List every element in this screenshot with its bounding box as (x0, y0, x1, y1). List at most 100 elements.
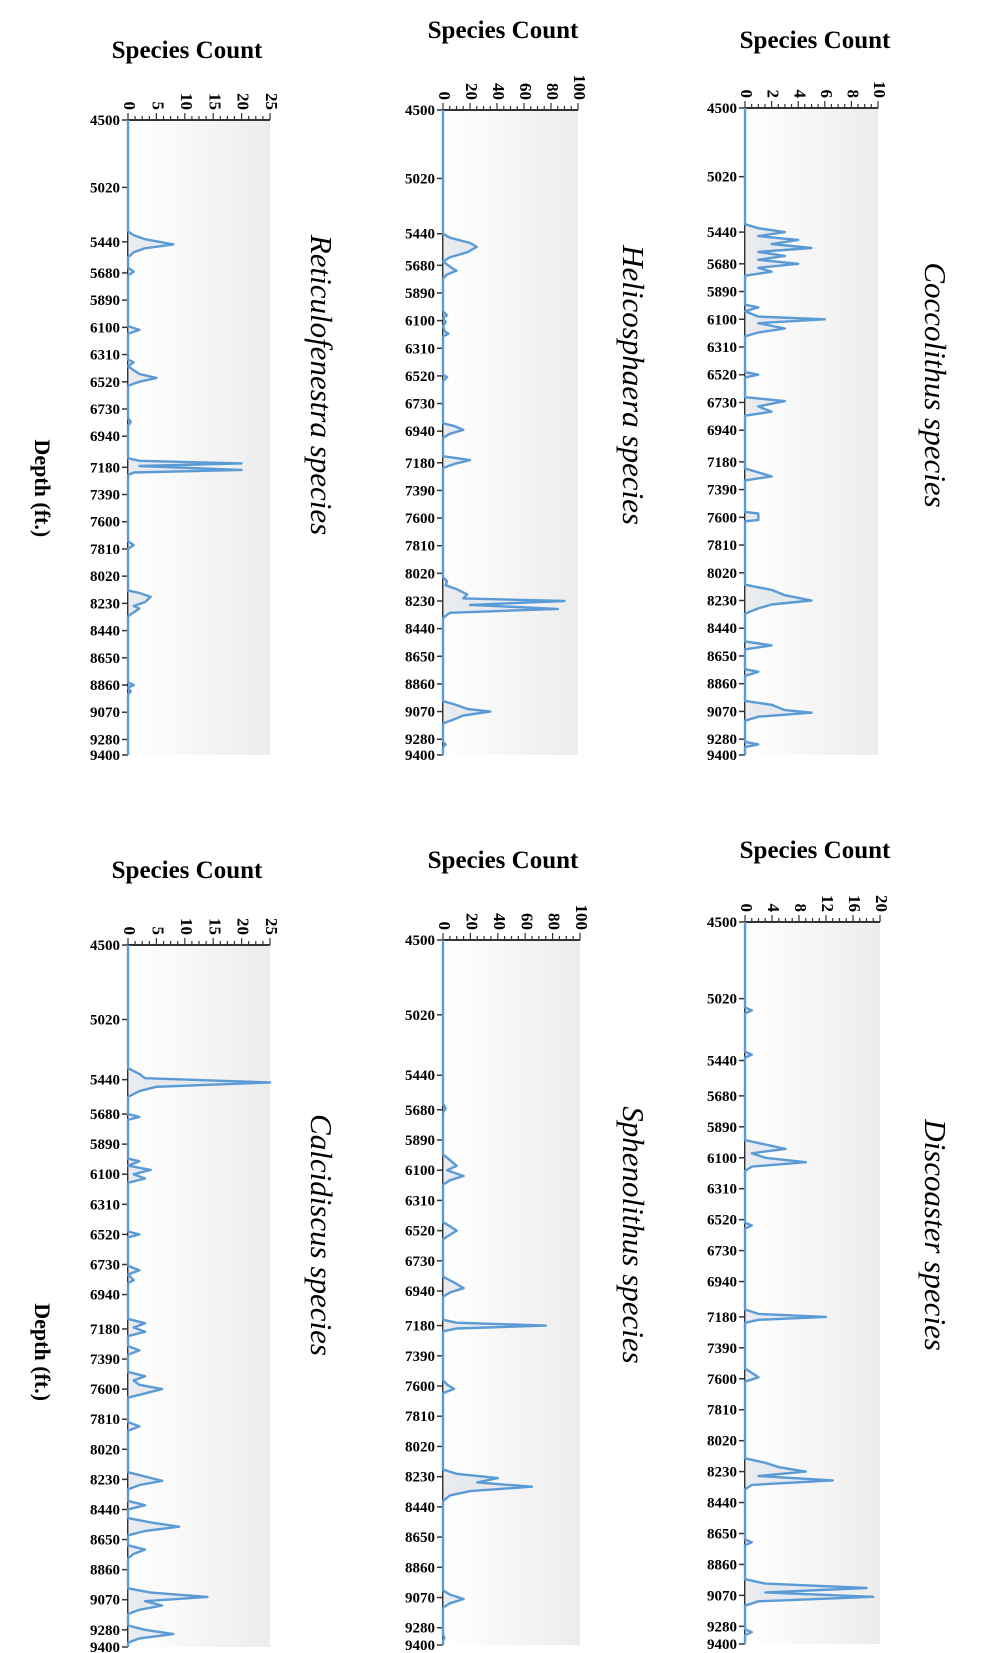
y-tick-label: 8440 (90, 624, 120, 640)
y-tick-label: 4500 (405, 103, 435, 119)
y-tick-label: 6520 (707, 1213, 737, 1229)
y-tick-label: 7180 (707, 1310, 737, 1326)
y-tick-label: 5680 (707, 257, 737, 273)
y-tick-label: 8860 (90, 1563, 120, 1579)
y-tick-label: 5680 (90, 266, 120, 282)
y-tick-label: 7600 (707, 1372, 737, 1388)
y-tick-label: 5890 (90, 1137, 120, 1153)
y-tick-label: 7810 (90, 542, 120, 558)
y-tick-label: 8230 (405, 594, 435, 610)
y-tick-label: 8440 (707, 621, 737, 637)
y-tick-label: 7180 (90, 1322, 120, 1338)
y-tick-label: 8440 (405, 1500, 435, 1516)
y-tick-label: 6520 (405, 1224, 435, 1240)
x-tick-label: 8 (843, 90, 862, 99)
panel-5: Species Count 0 20 40 60 80 100 4500 5020 5440 568… (405, 847, 651, 1653)
y-tick-label: 7600 (405, 511, 435, 527)
panel-title: Species Count (112, 857, 263, 884)
y-tick-label: 9280 (707, 1619, 737, 1635)
y-tick-label: 7390 (405, 483, 435, 499)
y-tick-label: 5440 (707, 225, 737, 241)
y-tick-label: 8020 (405, 566, 435, 582)
x-tick-label: 20 (462, 913, 481, 930)
y-tick-label: 8020 (405, 1439, 435, 1455)
y-tick-label: 7810 (707, 1403, 737, 1419)
series-line (126, 120, 243, 755)
species-label: Reticulofenestra species (304, 234, 339, 535)
y-tick-label: 9280 (90, 1623, 120, 1639)
x-tick-label: 100 (572, 905, 591, 931)
y-tick-label: 5020 (707, 170, 737, 186)
y-tick-label: 6310 (90, 348, 120, 364)
y-tick-label: 9070 (707, 704, 737, 720)
y-tick-label: 6310 (405, 1193, 435, 1209)
y-tick-label: 5680 (405, 258, 435, 274)
series-line (743, 922, 875, 1644)
y-tick-label: 8650 (707, 1526, 737, 1542)
y-tick-label: 6940 (90, 1288, 120, 1304)
x-tick-label: 0 (737, 904, 756, 913)
x-tick-label: 20 (462, 83, 481, 100)
series-line (441, 110, 566, 755)
x-tick-label: 5 (148, 102, 167, 111)
y-tick-label: 4500 (90, 938, 120, 954)
y-tick-label: 7180 (405, 456, 435, 472)
x-tick-label: 25 (262, 918, 281, 935)
x-tick-label: 20 (234, 918, 253, 935)
plot-area (128, 945, 270, 1647)
y-tick-label: 4500 (707, 915, 737, 931)
y-tick-label: 6940 (707, 1275, 737, 1291)
y-tick-label: 7810 (405, 1409, 435, 1425)
y-tick-label: 9400 (90, 748, 120, 764)
y-tick-label: 9280 (405, 732, 435, 748)
y-tick-label: 9070 (707, 1588, 737, 1604)
x-tick-label: 5 (148, 927, 167, 936)
series-line (743, 108, 826, 755)
y-tick-label: 5020 (405, 171, 435, 187)
y-tick-label: 7600 (707, 510, 737, 526)
y-tick-label: 8650 (405, 649, 435, 665)
y-tick-label: 7600 (90, 515, 120, 531)
y-tick-label: 6310 (90, 1197, 120, 1213)
y-tick-label: 9400 (90, 1640, 120, 1653)
x-tick-label: 4 (790, 90, 809, 99)
panel-title: Species Count (428, 17, 579, 44)
series-area (745, 108, 825, 755)
y-tick-label: 8020 (707, 566, 737, 582)
y-tick-label: 7390 (707, 1341, 737, 1357)
x-tick-label: 4 (764, 904, 783, 913)
x-tick-label: 0 (435, 92, 454, 101)
series-line (441, 940, 547, 1645)
y-tick-label: 9280 (90, 732, 120, 748)
x-tick-label: 10 (177, 918, 196, 935)
y-tick-label: 4500 (90, 113, 120, 129)
y-tick-label: 5680 (405, 1103, 435, 1119)
y-tick-label: 7180 (707, 455, 737, 471)
x-tick-label: 10 (870, 81, 889, 98)
y-tick-label: 5440 (707, 1054, 737, 1070)
panel-2: Species Count 0 20 40 60 80 100 4500 5020 5440 568… (405, 17, 651, 764)
species-label: Coccolithus species (918, 262, 953, 507)
y-tick-label: 5680 (707, 1089, 737, 1105)
species-label: Calcidiscus species (304, 1114, 339, 1356)
y-tick-label: 8230 (405, 1470, 435, 1486)
y-tick-label: 5890 (405, 286, 435, 302)
y-tick-label: 6940 (90, 429, 120, 445)
y-tick-label: 6730 (707, 395, 737, 411)
y-tick-label: 5440 (405, 227, 435, 243)
species-label: Helicosphaera species (616, 244, 651, 525)
y-tick-label: 5890 (90, 293, 120, 309)
y-tick-label: 6100 (90, 320, 120, 336)
y-tick-label: 9400 (405, 1638, 435, 1653)
series-line (126, 945, 272, 1647)
x-tick-label: 0 (120, 927, 139, 936)
y-tick-label: 8860 (405, 677, 435, 693)
depth-axis-label: Depth (ft.) (30, 439, 55, 537)
y-tick-label: 7390 (707, 483, 737, 499)
panel-1: Species Count 0 5 10 15 20 25 4500 5020 5440 5680 5… (30, 37, 339, 764)
x-tick-label: 0 (435, 922, 454, 931)
y-tick-label: 6730 (90, 1257, 120, 1273)
plot-area (443, 110, 578, 755)
y-tick-label: 7810 (405, 539, 435, 555)
y-tick-label: 6520 (90, 1227, 120, 1243)
